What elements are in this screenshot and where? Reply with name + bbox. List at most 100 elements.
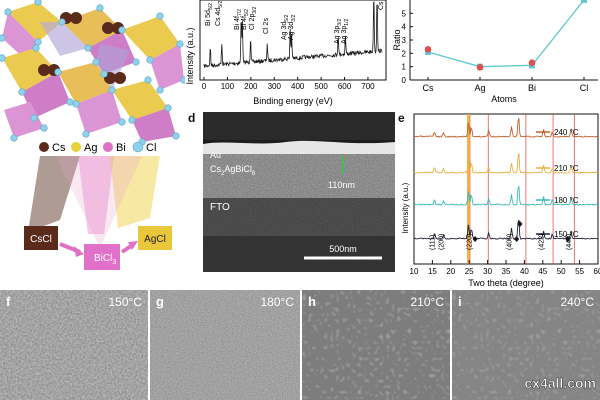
perovskite-mid: AgBiCl: [224, 164, 252, 174]
xrd-xtick-label: 40: [520, 267, 529, 276]
xps-xtick-label: 400: [291, 82, 305, 91]
ratio-point: [476, 64, 484, 71]
bicl3-box: [84, 244, 120, 270]
xps-xtick-label: 0: [202, 82, 207, 91]
ratio-panel: Ratio 0 1 2 3 4 5 Cs Ag Bi Cl Atoms: [392, 0, 600, 108]
xrd-xtick-label: 45: [538, 267, 547, 276]
fto-reference-band: [466, 114, 470, 264]
cl-legend-marker: [132, 141, 144, 153]
xrd-legend-label: 150 °C: [554, 230, 579, 239]
xps-peak-subscript: 3/2: [337, 19, 343, 26]
xps-peak-label: Cs 4d5/2: [215, 1, 224, 26]
bi-legend-label: Bi: [116, 142, 126, 154]
ratio-point: [424, 46, 432, 53]
xps-peak-label: Bi 4f7/2: [234, 9, 243, 30]
xrd-xtick-label: 35: [502, 267, 511, 276]
panel-d: d Au Cs2AgBiCl6 110nm FTO 500nm: [186, 108, 396, 278]
sem-h-label: h: [308, 294, 316, 309]
xps-peak-name: Cl 2s: [263, 18, 270, 34]
ratio-ytick-label: 5: [402, 9, 407, 18]
xrd-hkl-label: (440): [566, 234, 573, 250]
xps-peak-name: Ag 3p: [334, 26, 341, 44]
xrd-diamond-marker: [514, 236, 520, 242]
xrd-series-line: [413, 153, 599, 174]
xps-peak-label: Bi 4f5/2: [241, 9, 250, 30]
xrd-hkl-label: (422): [539, 234, 546, 250]
panel-d-label: d: [188, 111, 195, 125]
xps-peak-subscript: 3/2: [252, 6, 258, 13]
perovskite-sub1: 2: [221, 171, 225, 177]
panel-e-label: e: [398, 111, 405, 125]
xps-peak-subscript: 1/2: [344, 19, 350, 26]
xrd-ylabel: Intensity (a.u.): [401, 182, 410, 233]
bicl3-label: BiCl3: [94, 253, 116, 266]
xrd-hkl-label: (400): [507, 234, 514, 250]
xps-peak-subscript: 5/2: [244, 9, 250, 16]
cs-legend-label: Cs: [52, 142, 66, 154]
xps-peak-label: Ag 3d3/2: [288, 15, 297, 40]
xps-peak-label: Cs 3d: [378, 0, 385, 10]
bicl3-subscript: 3: [112, 259, 116, 266]
xrd-chart: e Intensity (a.u.) 240 °C 210 °C 180 °C 150…: [398, 111, 600, 288]
xrd-diamond-marker: [517, 221, 523, 227]
xrd-xtick-label: 50: [557, 267, 566, 276]
ag-legend-label: Ag: [84, 142, 97, 154]
sem-g-label: g: [156, 294, 164, 309]
xps-peak-subscript: 3/2: [291, 15, 297, 22]
bi-legend-marker: [103, 142, 113, 152]
xrd-legend-label: 180 °C: [554, 196, 579, 205]
xps-xtick-label: 700: [361, 82, 375, 91]
sem-f-temperature: 150°C: [109, 295, 143, 309]
scale-bar-label: 500nm: [329, 244, 357, 254]
xps-peak-label: Ag 3p1/2: [341, 19, 350, 44]
perovskite-sub2: 6: [252, 171, 256, 177]
xrd-xtick-label: 25: [465, 267, 474, 276]
xps-peak-label: Ag 3d5/2: [281, 15, 290, 40]
xrd-xtick-label: 15: [428, 267, 437, 276]
cscl-beam: [28, 156, 80, 232]
xps-chart: Intensity (a.u.) 0 100 200 300 400 500 600 700 …: [185, 0, 387, 106]
xps-xlabel: Binding energy (eV): [253, 96, 333, 106]
xps-xtick-label: 500: [314, 82, 328, 91]
xrd-hkl-label: (220): [466, 234, 473, 250]
xps-peak-name: Cs 3d: [378, 0, 385, 10]
ratio-series-line: [427, 0, 585, 68]
xps-peak-subscript: 5/2: [208, 3, 214, 10]
xps-peak-label: Cl 2p3/2: [249, 6, 258, 30]
crystal-structure-illustration: [0, 0, 188, 146]
xps-peak-subscript: 7/2: [237, 9, 243, 16]
ratio-ytick-label: 3: [402, 36, 407, 45]
au-label: Au: [210, 150, 221, 160]
ratio-point: [581, 0, 587, 3]
sem-image-g: g 180°C: [150, 290, 300, 400]
ratio-xtick-label: Bi: [528, 83, 536, 93]
sem-i-label: i: [458, 294, 462, 309]
agcl-box: [138, 226, 172, 250]
agcl-beam: [110, 156, 160, 228]
xrd-hkl-label: (200): [438, 234, 445, 250]
cscl-label: CsCl: [30, 234, 52, 245]
xrd-legend-label: 210 °C: [554, 164, 579, 173]
xps-peak-name: Cs 4d: [215, 8, 222, 26]
watermark: cx4all.com: [524, 375, 596, 391]
xrd-diamond-marker: [565, 236, 571, 242]
xrd-xtick-label: 10: [410, 267, 419, 276]
panel-e: e Intensity (a.u.) 240 °C 210 °C 180 °C 150…: [396, 108, 600, 288]
ratio-ytick-label: 0: [402, 76, 407, 85]
xps-peak-subscript: 5/2: [284, 15, 290, 22]
xrd-series-line: [413, 185, 599, 206]
xps-ylabel: Intensity (a.u.): [186, 27, 195, 84]
xps-peak-label: Bi 5d5/2: [205, 3, 214, 26]
xps-peak-name: Bi 5d: [205, 10, 212, 26]
xrd-diamond-marker: [472, 236, 478, 242]
ratio-xlabel: Atoms: [491, 94, 517, 104]
perovskite-cs: Cs: [210, 164, 221, 174]
ratio-chart: Ratio 0 1 2 3 4 5 Cs Ag Bi Cl Atoms: [392, 0, 598, 104]
au-layer: [203, 140, 395, 154]
cl-legend-label: Cl: [146, 142, 156, 154]
ratio-ytick-label: 1: [402, 63, 407, 72]
bicl3-main: BiCl: [94, 253, 112, 264]
cs-legend-marker: [39, 142, 49, 152]
ratio-ylabel: Ratio: [392, 29, 402, 50]
thickness-label: 110nm: [328, 180, 355, 190]
